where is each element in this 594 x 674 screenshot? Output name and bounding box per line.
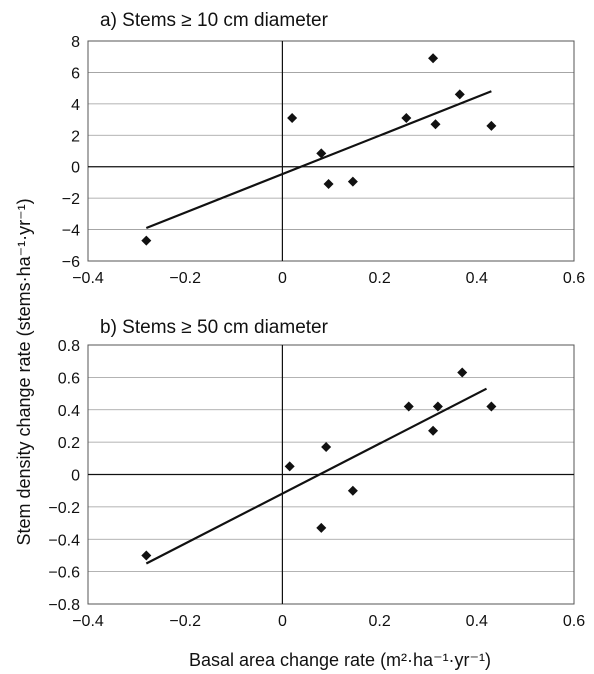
data-point (321, 441, 332, 452)
x-tick-label: −0.2 (169, 613, 201, 630)
data-point (486, 120, 497, 131)
data-point (287, 113, 298, 123)
x-tick-label: 0.2 (368, 270, 390, 287)
y-axis-label: Stem density change rate (stems·ha⁻¹·yr⁻… (14, 198, 34, 545)
panel-a: −6 −4 −2 0 2 4 6 8 −0.4 −0.2 0 0.2 0.4 0.6 a) Stems ≥ … (62, 10, 585, 287)
data-point (403, 401, 414, 412)
y-tick-label: 0.6 (58, 370, 80, 387)
data-point (432, 401, 443, 412)
y-tick-label: −4 (62, 223, 80, 240)
data-point (323, 179, 334, 189)
data-point (316, 148, 327, 159)
y-tick-label: −0.6 (48, 565, 80, 582)
y-tick-label: 2 (71, 128, 80, 145)
data-point (428, 425, 439, 436)
y-tick-label: −2 (62, 191, 80, 208)
data-point (347, 176, 358, 187)
data-point (141, 235, 152, 246)
x-tick-label: 0.4 (466, 613, 488, 630)
panel-title: b) Stems ≥ 50 cm diameter (100, 317, 329, 338)
x-tick-label: −0.4 (72, 270, 104, 287)
data-point (486, 401, 497, 412)
data-point (454, 89, 465, 100)
x-tick-label: 0.2 (368, 613, 390, 630)
data-point (401, 113, 412, 123)
x-tick-label: 0.6 (563, 270, 585, 287)
y-tick-label: −6 (62, 254, 80, 271)
data-point (316, 522, 327, 533)
x-tick-label: 0.6 (563, 613, 585, 630)
y-tick-label: −0.8 (48, 597, 80, 614)
x-tick-label: −0.2 (169, 270, 201, 287)
y-tick-label: 0.8 (58, 338, 80, 355)
panel-b: −0.8 −0.6 −0.4 −0.2 0 0.2 0.4 0.6 0.8 −0.4 −0.2 0 0.… (48, 317, 585, 630)
panel-title: a) Stems ≥ 10 cm diameter (100, 10, 329, 31)
data-point (430, 119, 441, 130)
trend-line (145, 90, 492, 230)
y-tick-label: 0.2 (58, 435, 80, 452)
data-point (284, 461, 295, 472)
x-tick-label: 0 (278, 270, 287, 287)
trend-line (145, 387, 488, 565)
x-tick-label: −0.4 (72, 613, 104, 630)
y-tick-label: 0.4 (58, 403, 80, 420)
y-tick-label: 6 (71, 65, 80, 82)
x-axis-label: Basal area change rate (m²·ha⁻¹·yr⁻¹) (189, 650, 491, 670)
y-tick-label: −0.4 (48, 532, 80, 549)
data-point (428, 53, 439, 64)
y-tick-label: 0 (71, 160, 80, 177)
data-point (141, 550, 152, 561)
y-tick-label: 8 (71, 34, 80, 51)
data-point (347, 485, 358, 496)
y-tick-label: −0.2 (48, 500, 80, 517)
y-tick-label: 4 (71, 97, 80, 114)
x-tick-label: 0.4 (466, 270, 488, 287)
x-tick-label: 0 (278, 613, 287, 630)
data-point (457, 367, 468, 378)
y-tick-label: 0 (71, 468, 80, 485)
plot-frame (87, 40, 575, 262)
